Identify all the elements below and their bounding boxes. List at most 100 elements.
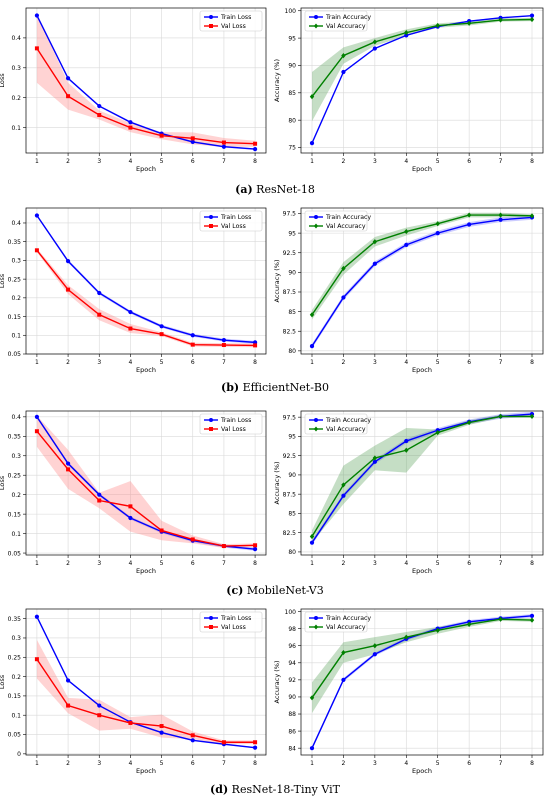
data-point — [66, 703, 71, 708]
caption-c-text: MobileNet-V3 — [246, 584, 324, 597]
x-tick-label: 4 — [404, 560, 408, 567]
data-point — [372, 39, 378, 45]
legend-marker — [313, 624, 319, 630]
caption-b: (b) EfficientNet-B0 — [0, 381, 550, 394]
data-point — [128, 515, 133, 521]
y-tick-label: 0.3 — [11, 453, 21, 460]
y-tick-label: 92 — [288, 677, 296, 684]
data-point — [97, 103, 102, 109]
legend-label: Train Accuracy — [325, 615, 371, 622]
data-point — [221, 343, 226, 348]
legend-label: Val Accuracy — [326, 23, 366, 30]
confidence-band-1 — [36, 248, 256, 348]
plot-area — [301, 208, 543, 354]
x-axis-label: Epoch — [136, 165, 156, 173]
caption-a: (a) ResNet-18 — [0, 183, 550, 196]
plot-area — [26, 411, 266, 555]
legend-label: Train Loss — [220, 14, 251, 21]
data-point — [128, 309, 133, 315]
y-tick-label: 0.4 — [11, 414, 21, 421]
data-point — [372, 455, 378, 461]
x-tick-label: 3 — [373, 760, 377, 767]
data-point — [498, 413, 503, 419]
caption-d: (d) ResNet-18-Tiny ViT — [0, 783, 550, 796]
x-tick-label: 3 — [373, 359, 377, 366]
legend: Train Loss Val Loss — [199, 611, 263, 633]
data-point — [309, 344, 315, 349]
data-point — [435, 627, 440, 633]
x-axis-label: Epoch — [412, 366, 432, 374]
data-point — [435, 22, 440, 29]
legend-label: Val Accuracy — [326, 223, 366, 230]
data-point — [190, 537, 195, 542]
data-point — [65, 461, 71, 466]
legend: Train Accuracy Val Accuracy — [304, 413, 371, 435]
y-tick-label: 88 — [288, 711, 296, 718]
y-tick-label: 85 — [288, 309, 296, 316]
caption-c: (c) MobileNet-V3 — [0, 584, 550, 597]
x-tick-label: 5 — [436, 760, 440, 767]
y-tick-label: 0.3 — [11, 65, 21, 72]
x-tick-label: 1 — [35, 560, 39, 567]
data-point — [341, 295, 346, 300]
data-point — [253, 343, 258, 348]
y-tick-label: 80 — [288, 117, 296, 124]
x-axis-label: Epoch — [412, 767, 432, 775]
legend: Train Loss Val Loss — [199, 210, 263, 232]
x-tick-label: 2 — [66, 359, 70, 366]
x-tick-label: 1 — [310, 560, 314, 567]
data-point — [529, 13, 535, 18]
x-tick-label: 7 — [222, 760, 226, 767]
x-tick-label: 2 — [342, 158, 346, 165]
y-tick-label: 0.2 — [11, 674, 21, 681]
data-point — [34, 13, 40, 18]
confidence-band-1 — [312, 617, 532, 714]
caption-d-letter: (d) — [210, 783, 229, 796]
data-point — [404, 634, 409, 640]
x-tick-label: 8 — [530, 760, 534, 767]
data-point — [404, 228, 409, 235]
confidence-band-1 — [312, 17, 532, 122]
confidence-band-1 — [36, 639, 256, 745]
data-point — [128, 504, 133, 509]
data-point — [498, 17, 503, 23]
y-tick-label: 0.15 — [8, 693, 22, 700]
axes-frame — [300, 608, 544, 756]
axes-frame — [25, 410, 267, 556]
series-line-1 — [36, 249, 256, 347]
data-point — [372, 239, 378, 245]
y-tick-label: 97.5 — [283, 414, 297, 421]
x-tick-label: 4 — [129, 359, 133, 366]
confidence-band-0 — [36, 415, 256, 551]
y-tick-label: 0.1 — [11, 531, 21, 538]
chart-d-loss: 0 0.05 0.1 0.15 0.2 0.25 0.3 0.35 1 2 3 4 5 6 7 8 Epoch L… — [0, 608, 267, 775]
legend-marker — [209, 215, 213, 219]
series-line-0 — [36, 215, 256, 344]
data-point — [34, 46, 39, 51]
x-tick-label: 7 — [499, 760, 503, 767]
data-point — [221, 544, 226, 549]
y-axis-label: Accuracy (%) — [273, 260, 281, 303]
x-axis-label: Epoch — [136, 366, 156, 374]
legend-label: Train Accuracy — [325, 214, 371, 221]
x-tick-label: 6 — [191, 760, 195, 767]
y-tick-label: 0.3 — [11, 635, 21, 642]
series-line-1 — [36, 47, 256, 145]
y-tick-label: 98 — [288, 626, 296, 633]
series-line-1 — [36, 430, 256, 547]
data-point — [65, 678, 71, 683]
data-point — [466, 419, 472, 426]
data-point — [34, 414, 40, 419]
caption-c-letter: (c) — [226, 584, 244, 597]
x-tick-label: 5 — [436, 359, 440, 366]
confidence-band-1 — [36, 13, 256, 148]
series-line-0 — [36, 15, 256, 150]
x-tick-label: 8 — [530, 560, 534, 567]
data-point — [221, 144, 227, 149]
chart-c-loss: 0.05 0.1 0.15 0.2 0.25 0.3 0.35 0.4 1 2 3 4 5 6 7 8 Epoc… — [0, 410, 267, 575]
data-point — [190, 139, 195, 145]
series-line-1 — [311, 214, 533, 316]
x-tick-label: 7 — [222, 359, 226, 366]
data-point — [341, 482, 346, 488]
